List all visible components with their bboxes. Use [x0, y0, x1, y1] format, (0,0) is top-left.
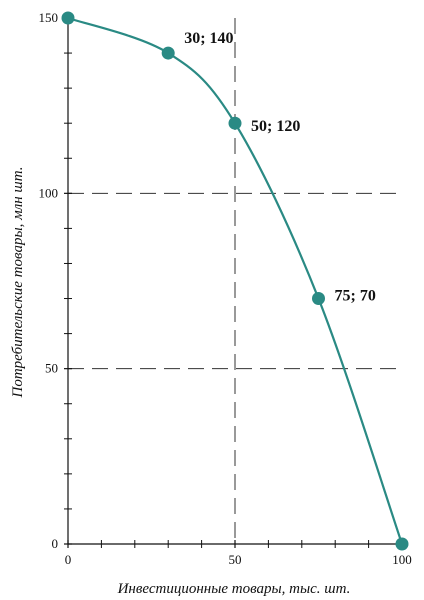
y-tick-label: 0 — [52, 536, 59, 551]
x-axis-title: Инвестиционные товары, тыс. шт. — [117, 581, 351, 597]
y-axis-title: Потребительские товары, млн шт. — [10, 166, 26, 398]
data-label-50-120: 50; 120 — [251, 118, 300, 135]
series-line-0 — [67, 16, 404, 545]
y-tick-label: 150 — [39, 10, 59, 25]
data-label-75-70: 75; 70 — [335, 288, 376, 305]
data-point-50-120 — [228, 116, 242, 130]
tick-labels: 0 50 100 150 0 50 100 — [39, 10, 412, 567]
data-point-100-0 — [395, 537, 409, 551]
data-points — [61, 11, 409, 551]
data-point-0-150 — [61, 11, 75, 25]
annotations: 30; 140 50; 120 75; 70 — [184, 30, 376, 304]
data-label-30-140: 30; 140 — [184, 30, 233, 47]
series — [67, 16, 404, 545]
y-tick-label: 100 — [39, 185, 59, 200]
y-tick-label: 50 — [45, 361, 58, 376]
x-tick-label: 50 — [229, 552, 242, 567]
data-point-30-140 — [161, 46, 175, 60]
tick-marks — [64, 17, 403, 548]
grid-lines — [68, 18, 402, 544]
data-point-75-70 — [312, 292, 325, 306]
x-tick-label: 0 — [65, 552, 72, 567]
x-tick-label: 100 — [392, 552, 412, 567]
